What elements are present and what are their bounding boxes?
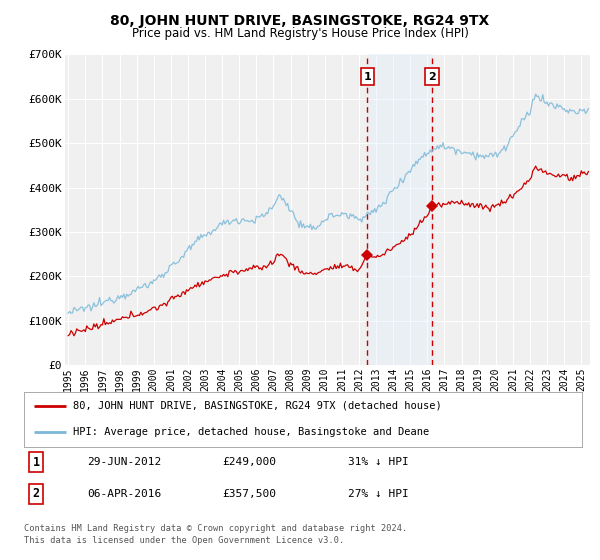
Text: Contains HM Land Registry data © Crown copyright and database right 2024.: Contains HM Land Registry data © Crown c… bbox=[24, 524, 407, 533]
Text: 29-JUN-2012: 29-JUN-2012 bbox=[87, 457, 161, 467]
Text: 27% ↓ HPI: 27% ↓ HPI bbox=[348, 489, 409, 499]
Text: £357,500: £357,500 bbox=[222, 489, 276, 499]
Text: 80, JOHN HUNT DRIVE, BASINGSTOKE, RG24 9TX (detached house): 80, JOHN HUNT DRIVE, BASINGSTOKE, RG24 9… bbox=[73, 401, 442, 410]
Text: This data is licensed under the Open Government Licence v3.0.: This data is licensed under the Open Gov… bbox=[24, 536, 344, 545]
Text: 1: 1 bbox=[32, 455, 40, 469]
Text: 80, JOHN HUNT DRIVE, BASINGSTOKE, RG24 9TX: 80, JOHN HUNT DRIVE, BASINGSTOKE, RG24 9… bbox=[110, 14, 490, 28]
Text: 06-APR-2016: 06-APR-2016 bbox=[87, 489, 161, 499]
Text: 2: 2 bbox=[428, 72, 436, 82]
Bar bbox=[367, 54, 432, 365]
Text: HPI: Average price, detached house, Basingstoke and Deane: HPI: Average price, detached house, Basi… bbox=[73, 427, 430, 436]
Text: Price paid vs. HM Land Registry's House Price Index (HPI): Price paid vs. HM Land Registry's House … bbox=[131, 27, 469, 40]
Text: 31% ↓ HPI: 31% ↓ HPI bbox=[348, 457, 409, 467]
Text: £249,000: £249,000 bbox=[222, 457, 276, 467]
Text: 1: 1 bbox=[364, 72, 371, 82]
Text: 2: 2 bbox=[32, 487, 40, 501]
